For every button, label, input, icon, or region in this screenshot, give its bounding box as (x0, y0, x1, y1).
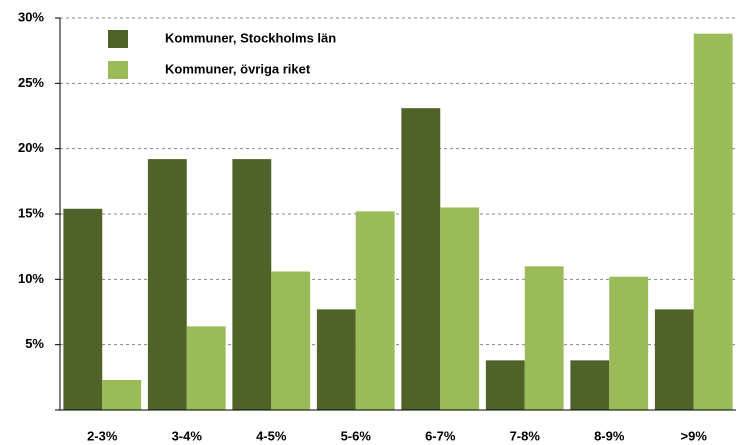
bar (524, 266, 564, 410)
bar (232, 159, 272, 410)
bar (401, 108, 441, 410)
bar (440, 207, 480, 410)
y-tick-label: 25% (18, 75, 44, 90)
bar (609, 276, 649, 410)
legend-swatch (108, 61, 128, 79)
y-tick-label: 5% (25, 336, 44, 351)
bar (570, 360, 610, 410)
legend-swatch (108, 30, 128, 48)
bar (63, 208, 103, 410)
y-tick-label: 10% (18, 271, 44, 286)
legend-label: Kommuner, övriga riket (165, 61, 311, 76)
bar (147, 159, 187, 410)
bar (485, 360, 525, 410)
y-tick-label: 15% (18, 205, 44, 220)
y-tick-label: 20% (18, 140, 44, 155)
bar (186, 326, 226, 410)
bar (654, 309, 694, 410)
x-tick-label: >9% (681, 428, 708, 443)
x-tick-label: 8-9% (594, 428, 625, 443)
bar (102, 379, 142, 410)
y-tick-label: 30% (18, 9, 44, 24)
x-tick-label: 7-8% (510, 428, 541, 443)
bar (316, 309, 356, 410)
legend-label: Kommuner, Stockholms län (165, 30, 336, 45)
bar (271, 271, 311, 410)
bar (693, 33, 733, 411)
x-tick-label: 2-3% (87, 428, 118, 443)
x-tick-label: 5-6% (341, 428, 372, 443)
x-tick-label: 6-7% (425, 428, 456, 443)
bar (355, 211, 395, 410)
x-tick-label: 4-5% (256, 428, 287, 443)
x-tick-label: 3-4% (172, 428, 203, 443)
